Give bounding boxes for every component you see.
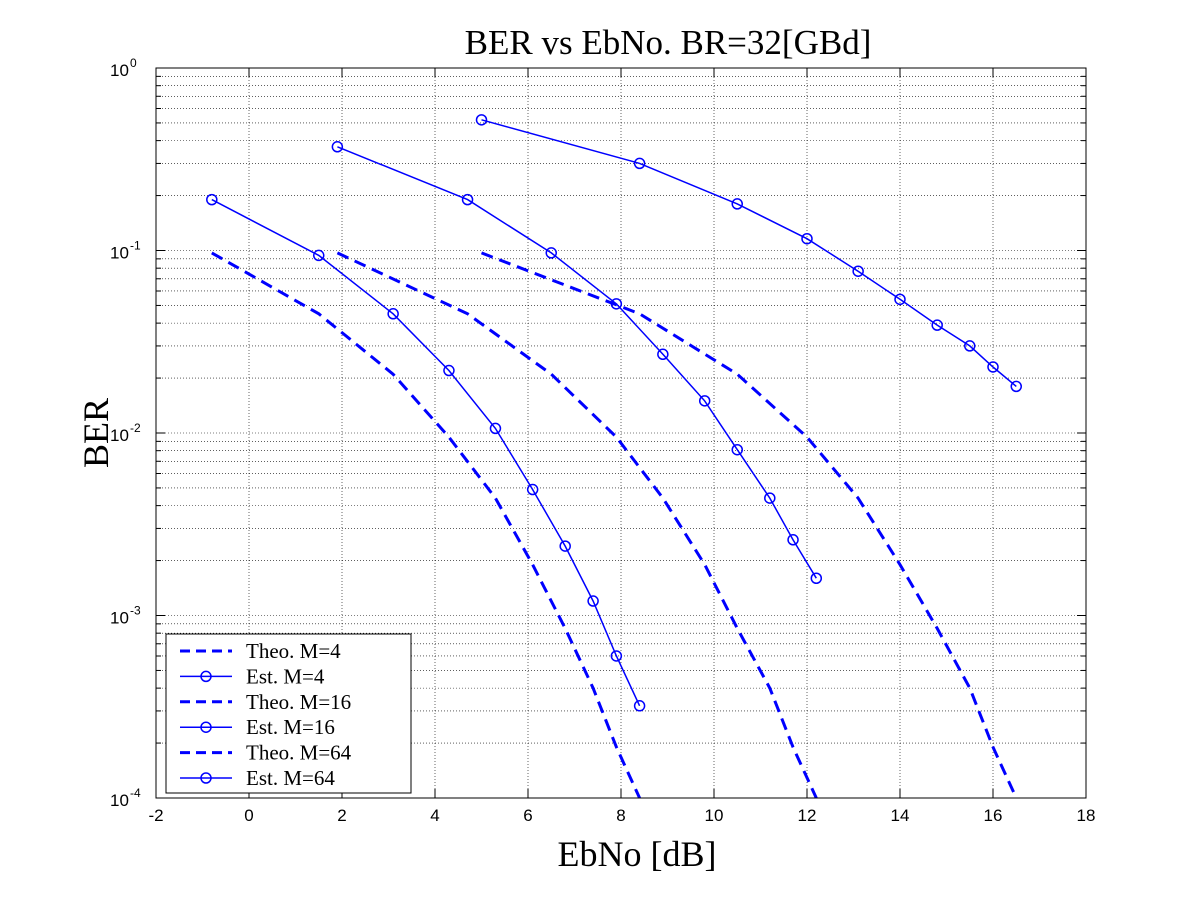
data-point bbox=[526, 483, 539, 496]
data-point bbox=[987, 361, 999, 373]
legend-entry: Est. M=4 bbox=[180, 664, 325, 688]
y-tick-label: 10 0 bbox=[110, 56, 137, 80]
series-2 bbox=[206, 193, 646, 712]
legend-label: Theo. M=16 bbox=[246, 690, 351, 714]
data-point bbox=[787, 534, 799, 546]
y-tick-label: 10 -2 bbox=[110, 421, 141, 445]
series-line-dashed bbox=[480, 251, 1018, 799]
legend-label: Est. M=4 bbox=[246, 664, 325, 688]
legend-label: Est. M=64 bbox=[246, 766, 335, 790]
data-point bbox=[633, 157, 646, 170]
data-point bbox=[313, 249, 325, 262]
legend-label: Theo. M=64 bbox=[246, 741, 352, 765]
chart-title: BER vs EbNo. BR=32[GBd] bbox=[465, 23, 872, 62]
legend-swatch-marker bbox=[200, 670, 212, 683]
y-tick-exponent: -2 bbox=[130, 421, 141, 435]
data-point bbox=[559, 540, 571, 552]
axis-ticks bbox=[155, 67, 1087, 799]
data-point bbox=[964, 340, 976, 352]
series-5 bbox=[480, 251, 1018, 799]
x-tick-labels: -2 0 2 4 6 8 10 12 14 16 18 bbox=[148, 806, 1095, 825]
y-axis-label: BER bbox=[76, 398, 116, 468]
data-point bbox=[764, 492, 776, 504]
y-tick-exponent: -4 bbox=[130, 786, 141, 800]
y-tick-exponent: 0 bbox=[130, 56, 137, 70]
legend-entry: Theo. M=64 bbox=[180, 741, 352, 765]
legend-label: Theo. M=4 bbox=[246, 639, 341, 663]
data-point bbox=[387, 308, 399, 320]
x-tick-label: 12 bbox=[798, 806, 817, 825]
legend-swatch-marker bbox=[200, 772, 212, 784]
x-tick-label: 6 bbox=[523, 806, 532, 825]
series-line bbox=[337, 146, 817, 579]
data-point bbox=[698, 395, 711, 407]
data-point bbox=[475, 114, 488, 126]
legend-entry: Est. M=16 bbox=[180, 715, 335, 739]
x-tick-label: 18 bbox=[1077, 806, 1096, 825]
series-line bbox=[211, 198, 641, 707]
data-point bbox=[545, 247, 557, 259]
x-tick-label: 16 bbox=[984, 806, 1003, 825]
y-tick-exponent: -1 bbox=[130, 239, 141, 253]
y-tick-base: 10 bbox=[110, 61, 129, 80]
data-point bbox=[731, 443, 743, 456]
data-point bbox=[657, 348, 669, 361]
series-line bbox=[481, 119, 1017, 387]
y-tick-base: 10 bbox=[110, 609, 129, 628]
data-point bbox=[633, 700, 646, 712]
y-tick-label: 10 -4 bbox=[110, 786, 141, 810]
legend-box bbox=[165, 633, 412, 794]
legend-entry: Theo. M=4 bbox=[180, 639, 341, 663]
x-tick-label: 14 bbox=[891, 806, 910, 825]
series-line-dashed bbox=[336, 251, 818, 799]
y-tick-label: 10 -1 bbox=[110, 239, 141, 263]
data-point bbox=[852, 265, 864, 277]
x-tick-label: 8 bbox=[616, 806, 625, 825]
y-tick-base: 10 bbox=[110, 244, 129, 263]
y-tick-label: 10 -3 bbox=[110, 604, 141, 628]
data-point bbox=[931, 319, 943, 331]
legend-entry: Theo. M=16 bbox=[180, 690, 351, 714]
x-tick-label: -2 bbox=[148, 806, 163, 825]
data-point bbox=[801, 232, 813, 245]
data-point bbox=[894, 293, 906, 306]
data-point bbox=[206, 193, 218, 206]
x-tick-label: 0 bbox=[244, 806, 253, 825]
y-tick-base: 10 bbox=[110, 791, 129, 810]
data-point bbox=[461, 193, 474, 206]
x-axis-label: EbNo [dB] bbox=[558, 834, 717, 874]
legend-entry: Est. M=64 bbox=[180, 766, 335, 790]
x-tick-label: 4 bbox=[430, 806, 439, 825]
x-tick-label: 10 bbox=[705, 806, 724, 825]
series-group bbox=[206, 114, 1022, 799]
series-4 bbox=[331, 141, 823, 584]
data-point bbox=[587, 595, 599, 607]
data-point bbox=[610, 650, 623, 662]
legend-swatch-marker bbox=[200, 721, 212, 733]
x-tick-label: 2 bbox=[337, 806, 346, 825]
data-point bbox=[731, 198, 743, 210]
data-point bbox=[331, 141, 344, 153]
legend-label: Est. M=16 bbox=[246, 715, 335, 739]
series-3 bbox=[336, 251, 818, 799]
data-point bbox=[443, 364, 455, 377]
y-tick-exponent: -3 bbox=[130, 604, 141, 618]
data-point bbox=[810, 572, 823, 584]
series-6 bbox=[475, 114, 1022, 393]
y-tick-base: 10 bbox=[110, 426, 129, 445]
data-point bbox=[1010, 380, 1022, 393]
data-point bbox=[489, 422, 502, 435]
